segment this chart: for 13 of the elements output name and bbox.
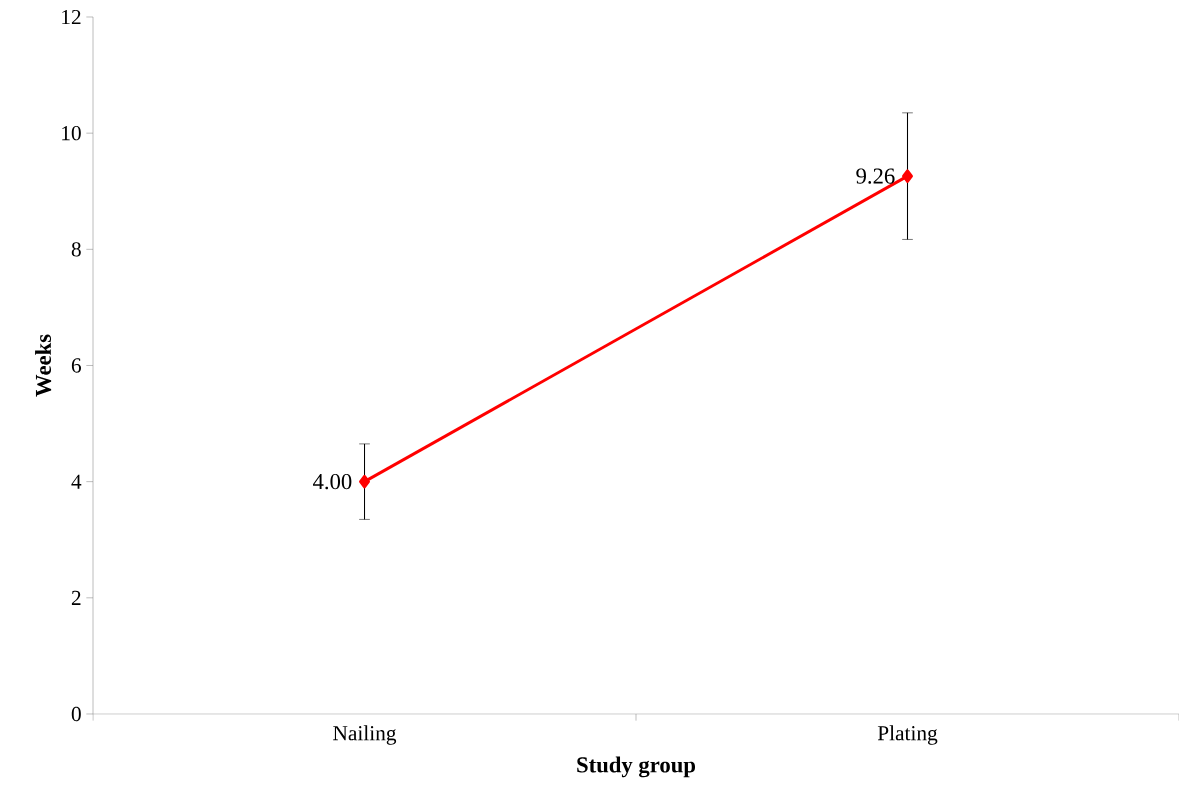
x-tick-label: Plating (877, 725, 938, 745)
x-tick-label: Nailing (333, 725, 397, 745)
y-tick-label: 2 (71, 590, 81, 605)
y-tick-label: 10 (62, 125, 81, 141)
y-tick-label: 12 (62, 9, 81, 25)
y-axis-title: Weeks (35, 334, 52, 397)
data-label: 9.26 (856, 168, 895, 184)
y-tick-label: 0 (71, 706, 81, 722)
data-label: 4.00 (313, 473, 352, 490)
y-tick-label: 8 (71, 242, 81, 257)
x-axis-title: Study group (577, 756, 696, 778)
y-tick-label: 4 (71, 474, 82, 489)
y-tick-label: 6 (71, 358, 81, 373)
